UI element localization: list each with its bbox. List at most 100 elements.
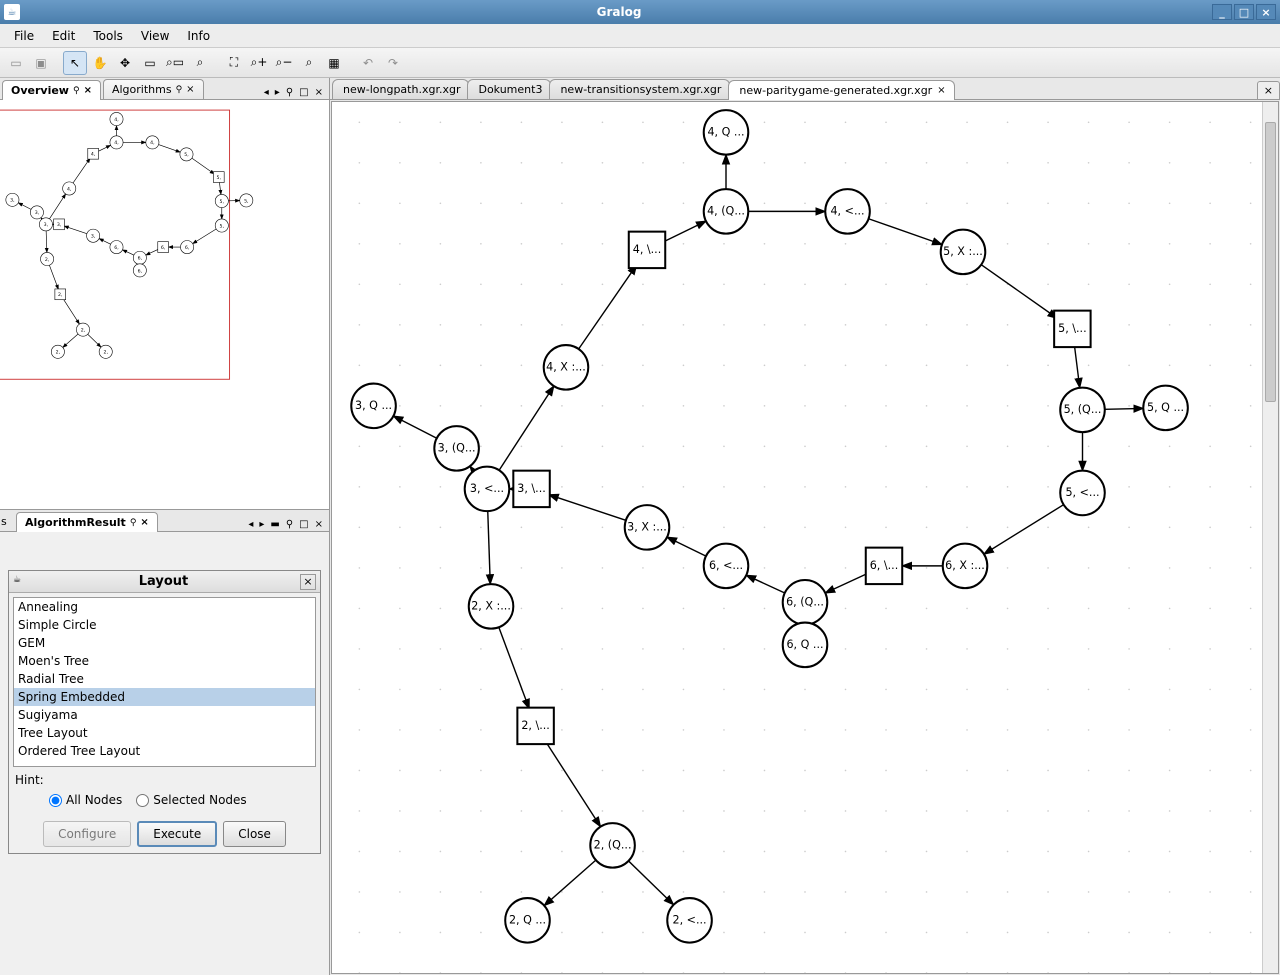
execute-button[interactable]: Execute (137, 821, 217, 847)
menu-file[interactable]: File (6, 26, 42, 46)
tab-algorithms[interactable]: Algorithms⚲× (103, 79, 204, 99)
svg-text:4,: 4, (91, 152, 96, 158)
svg-text:4, <...: 4, <... (830, 204, 864, 217)
zoom-out-icon[interactable]: ⌕− (272, 51, 296, 75)
grid-icon[interactable]: ▦ (322, 51, 346, 75)
panel-max-icon[interactable]: □ (297, 86, 310, 99)
zoom-marquee-icon[interactable]: ⌕▭ (163, 51, 187, 75)
panel-min-icon[interactable]: ▬ (268, 518, 281, 531)
panel-controls-2: ◂ ▸ ▬ ⚲ □ × (246, 518, 329, 531)
pin-icon[interactable]: ⚲ (176, 85, 183, 95)
svg-text:5,: 5, (220, 223, 225, 229)
panel-max-icon[interactable]: □ (297, 518, 310, 531)
layout-dialog-close-button[interactable]: × (300, 574, 316, 590)
overview-tabs: Overview⚲×Algorithms⚲× ◂ ▸ ⚲ □ × (0, 78, 329, 100)
java-icon: ☕ (13, 575, 27, 589)
svg-text:3, Q ...: 3, Q ... (355, 399, 392, 412)
menu-info[interactable]: Info (179, 26, 218, 46)
svg-text:5, X :...: 5, X :... (943, 245, 983, 258)
tab-algorithmresult[interactable]: AlgorithmResult⚲× (16, 512, 158, 532)
move-icon[interactable]: ✥ (113, 51, 137, 75)
overview-graph[interactable]: 4, 4, 4, 4, 5, 5, 4, 3, 5, 5, 3, 3, 3, 5… (0, 100, 329, 509)
svg-text:3, <...: 3, <... (470, 482, 504, 495)
panel-next-icon[interactable]: ▸ (273, 86, 282, 99)
overview-panel[interactable]: 4, 4, 4, 4, 5, 5, 4, 3, 5, 5, 3, 3, 3, 5… (0, 100, 329, 510)
layout-dialog-titlebar: ☕ Layout × (9, 571, 320, 593)
zoom-window-icon[interactable]: ⌕ (188, 51, 212, 75)
document-tabs: new-longpath.xgr.xgrDokument3new-transit… (330, 78, 1280, 100)
list-item[interactable]: Annealing (14, 598, 315, 616)
doc-tab[interactable]: new-longpath.xgr.xgr (332, 79, 469, 99)
list-item[interactable]: Radial Tree (14, 670, 315, 688)
configure-button[interactable]: Configure (43, 821, 131, 847)
svg-text:6, (Q...: 6, (Q... (786, 595, 824, 608)
close-icon[interactable]: × (186, 84, 194, 95)
svg-text:4, (Q...: 4, (Q... (707, 204, 745, 217)
list-item[interactable]: GEM (14, 634, 315, 652)
scrollbar-thumb[interactable] (1265, 122, 1276, 402)
radio-all-nodes[interactable]: All Nodes (49, 793, 122, 807)
doc-tab[interactable]: new-paritygame-generated.xgr.xgr× (728, 80, 954, 100)
layout-algorithm-list[interactable]: AnnealingSimple CircleGEMMoen's TreeRadi… (13, 597, 316, 767)
svg-text:5, <...: 5, <... (1065, 486, 1099, 499)
svg-text:4,: 4, (67, 186, 72, 192)
svg-text:2,: 2, (104, 350, 109, 356)
close-button[interactable]: × (1256, 4, 1276, 20)
svg-text:6, <...: 6, <... (709, 559, 743, 572)
list-item[interactable]: Sugiyama (14, 706, 315, 724)
panel-next-icon[interactable]: ▸ (257, 518, 266, 531)
doc-tab[interactable]: new-transitionsystem.xgr.xgr (549, 79, 730, 99)
pointer-icon[interactable]: ↖ (63, 51, 87, 75)
zoom-fit-icon[interactable]: ⛶ (222, 51, 246, 75)
svg-text:4,: 4, (114, 117, 119, 123)
pin-icon[interactable]: ⚲ (73, 86, 80, 96)
open-icon: ▣ (29, 51, 53, 75)
doc-tab[interactable]: Dokument3 (467, 79, 551, 99)
close-icon[interactable]: × (937, 85, 945, 96)
svg-text:2, \...: 2, \... (521, 719, 550, 732)
close-icon[interactable]: × (84, 85, 92, 96)
pin-icon[interactable]: ⚲ (130, 518, 137, 528)
svg-text:3, \...: 3, \... (517, 482, 546, 495)
tabs-close-all-button[interactable]: × (1257, 81, 1280, 99)
list-item[interactable]: Tree Layout (14, 724, 315, 742)
menu-tools[interactable]: Tools (85, 26, 131, 46)
panel-prev-icon[interactable]: ◂ (246, 518, 255, 531)
maximize-button[interactable]: □ (1234, 4, 1254, 20)
close-icon[interactable]: × (140, 517, 148, 528)
svg-text:2, (Q...: 2, (Q... (594, 838, 632, 851)
vertical-scrollbar[interactable] (1262, 102, 1278, 973)
minimize-button[interactable]: _ (1212, 4, 1232, 20)
list-item[interactable]: Moen's Tree (14, 652, 315, 670)
panel-pin-icon[interactable]: ⚲ (284, 518, 295, 531)
menu-edit[interactable]: Edit (44, 26, 83, 46)
svg-text:6, Q ...: 6, Q ... (786, 638, 823, 651)
svg-text:2,: 2, (45, 257, 50, 263)
menu-view[interactable]: View (133, 26, 177, 46)
graph-svg[interactable]: 4, Q ...4, (Q...4, <...4, \...5, X :...5… (332, 102, 1278, 973)
pan-icon[interactable]: ✋ (88, 51, 112, 75)
menubar: FileEditToolsViewInfo (0, 24, 1280, 48)
list-item[interactable]: Simple Circle (14, 616, 315, 634)
radio-selected-nodes[interactable]: Selected Nodes (136, 793, 246, 807)
svg-text:5,: 5, (217, 175, 222, 181)
zoom-reset-icon[interactable]: ⌕ (297, 51, 321, 75)
hint-label: Hint: (9, 771, 320, 789)
marquee-icon[interactable]: ▭ (138, 51, 162, 75)
dialog-close-button[interactable]: Close (223, 821, 286, 847)
svg-text:4, Q ...: 4, Q ... (707, 125, 744, 138)
svg-text:3,: 3, (10, 198, 15, 204)
list-item[interactable]: Spring Embedded (14, 688, 315, 706)
panel-pin-icon[interactable]: ⚲ (284, 86, 295, 99)
panel-close-icon[interactable]: × (313, 518, 325, 531)
zoom-in-icon[interactable]: ⌕+ (247, 51, 271, 75)
list-item[interactable]: Ordered Tree Layout (14, 742, 315, 760)
svg-text:6,: 6, (185, 245, 190, 251)
edge-tab-s[interactable]: s (0, 513, 10, 530)
svg-text:3,: 3, (57, 222, 62, 228)
svg-text:6, X :...: 6, X :... (945, 559, 985, 572)
tab-overview[interactable]: Overview⚲× (2, 80, 101, 100)
panel-prev-icon[interactable]: ◂ (262, 86, 271, 99)
graph-canvas[interactable]: 4, Q ...4, (Q...4, <...4, \...5, X :...5… (331, 101, 1279, 974)
panel-close-icon[interactable]: × (313, 86, 325, 99)
